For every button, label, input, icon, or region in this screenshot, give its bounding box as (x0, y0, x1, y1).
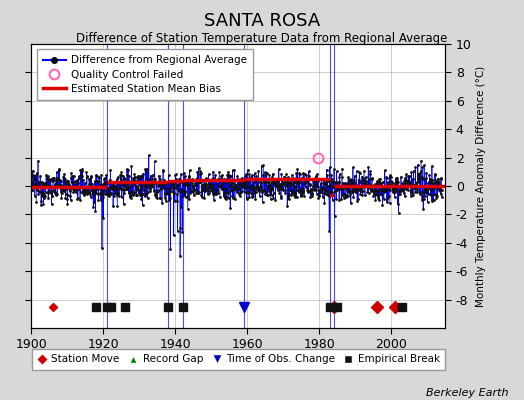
Legend: Station Move, Record Gap, Time of Obs. Change, Empirical Break: Station Move, Record Gap, Time of Obs. C… (31, 349, 445, 370)
Text: Berkeley Earth: Berkeley Earth (426, 388, 508, 398)
Text: SANTA ROSA: SANTA ROSA (204, 12, 320, 30)
Y-axis label: Monthly Temperature Anomaly Difference (°C): Monthly Temperature Anomaly Difference (… (476, 65, 486, 307)
Text: Difference of Station Temperature Data from Regional Average: Difference of Station Temperature Data f… (77, 32, 447, 45)
